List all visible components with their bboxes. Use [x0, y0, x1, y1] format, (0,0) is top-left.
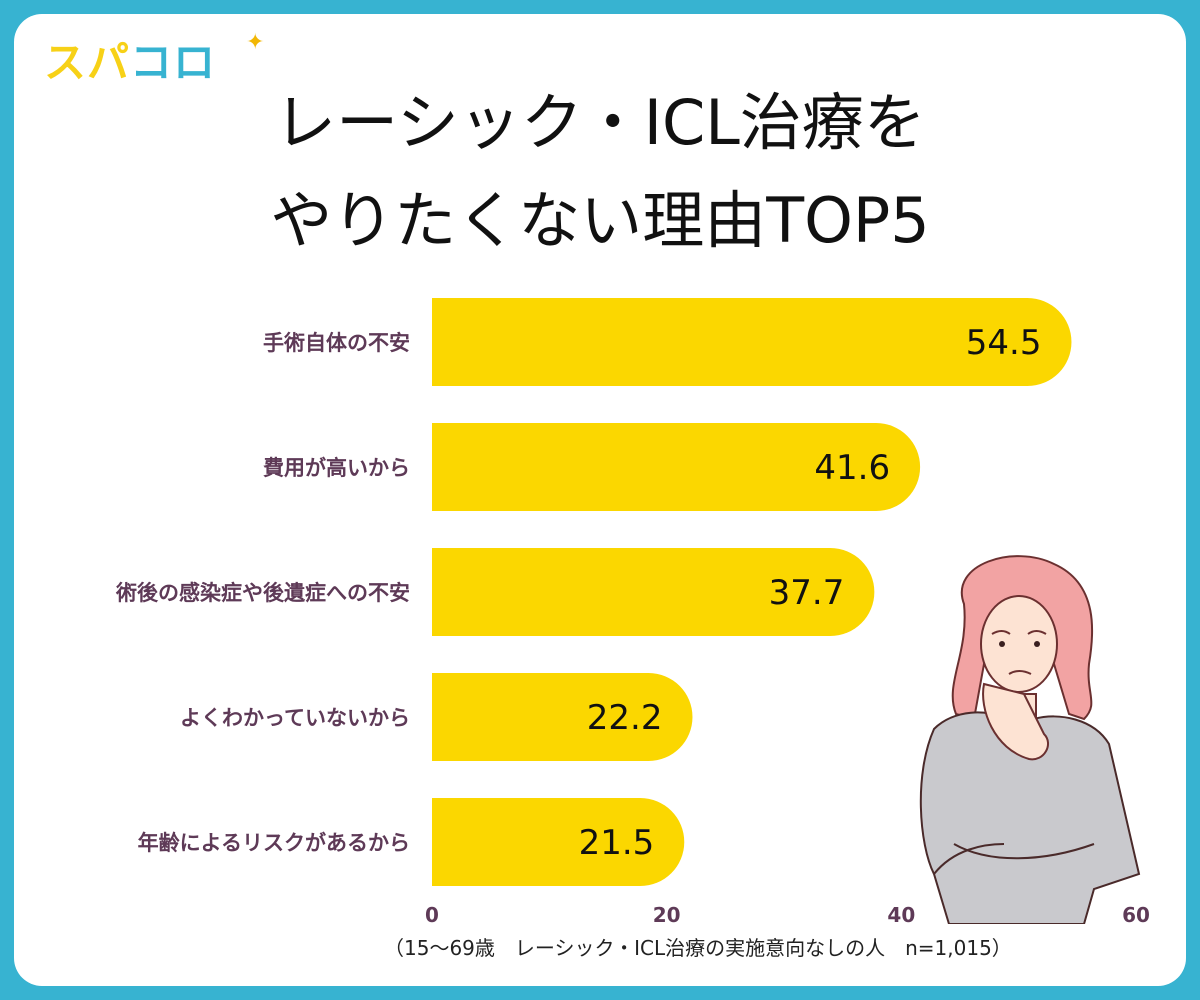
category-label: 術後の感染症や後遺症への不安 [115, 581, 410, 605]
x-tick-label: 0 [425, 903, 439, 927]
x-tick-label: 20 [653, 903, 681, 927]
value-label: 41.6 [814, 448, 890, 488]
infographic-card: スパコロ ✦ レーシック・ICL治療を やりたくない理由TOP5 手術自体の不安… [14, 14, 1186, 986]
category-label: 年齢によるリスクがあるから [138, 831, 410, 855]
category-label: 費用が高いから [263, 456, 410, 480]
worried-woman-illustration [894, 544, 1144, 924]
value-label: 22.2 [587, 698, 663, 738]
category-label: よくわかっていないから [180, 706, 410, 730]
value-label: 21.5 [579, 823, 655, 863]
value-label: 54.5 [966, 323, 1042, 363]
value-label: 37.7 [769, 573, 845, 613]
survey-note: （15〜69歳 レーシック・ICL治療の実施意向なしの人 n=1,015） [384, 938, 1144, 958]
category-label: 手術自体の不安 [263, 331, 410, 355]
